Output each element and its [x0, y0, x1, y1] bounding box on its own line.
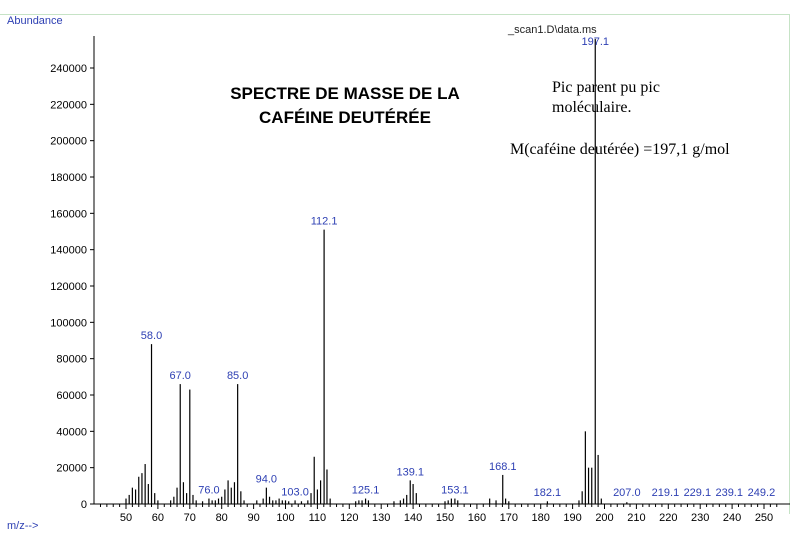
y-tick-label: 180000 — [50, 172, 87, 184]
peak-label: 229.1 — [684, 487, 712, 499]
y-tick-label: 60000 — [56, 390, 87, 402]
chart-title: SPECTRE DE MASSE DE LA CAFÉINE DEUTÉRÉE — [190, 82, 500, 130]
y-tick-label: 0 — [81, 499, 87, 511]
peak-labels: 58.0 67.0 76.0 85.0 94.0 103.0 112.1 125.1 139.1… — [141, 36, 775, 499]
x-tick-label: 150 — [436, 512, 454, 524]
peak-label: 249.2 — [748, 487, 776, 499]
y-tick-label: 100000 — [50, 317, 87, 329]
x-tick-label: 250 — [755, 512, 773, 524]
peak-label: 58.0 — [141, 330, 162, 342]
y-tick-label: 220000 — [50, 99, 87, 111]
y-tick-label: 120000 — [50, 281, 87, 293]
x-tick-label: 130 — [372, 512, 390, 524]
x-tick-label: 140 — [404, 512, 422, 524]
peak-label: 103.0 — [281, 486, 309, 498]
peak-label: 112.1 — [311, 216, 338, 228]
y-tick-label: 20000 — [56, 463, 87, 475]
x-tick-label: 170 — [500, 512, 518, 524]
peak-label: 139.1 — [396, 466, 424, 478]
peak-label: 153.1 — [441, 485, 469, 497]
x-tick-label: 220 — [659, 512, 677, 524]
note-line-2: moléculaire. — [552, 99, 632, 116]
y-tick-label: 160000 — [50, 208, 87, 220]
peak-label: 168.1 — [489, 461, 517, 473]
x-tick-label: 80 — [216, 512, 228, 524]
peak-label: 182.1 — [534, 487, 562, 499]
peak-label: 67.0 — [170, 370, 191, 382]
peak-label: 76.0 — [198, 485, 219, 497]
peak-label: 125.1 — [352, 485, 380, 497]
x-tick-label: 230 — [691, 512, 709, 524]
title-line-1: SPECTRE DE MASSE DE LA — [230, 84, 460, 103]
axes: 20000 40000 60000 80000 100000 120000 140000 16… — [50, 36, 790, 524]
x-tick-label: 110 — [309, 512, 327, 524]
peak-label: 197.1 — [581, 36, 609, 48]
peak-label: 219.1 — [652, 487, 680, 499]
peak-label: 94.0 — [256, 474, 277, 486]
x-tick-label: 240 — [723, 512, 741, 524]
y-tick-label: 140000 — [50, 245, 87, 257]
molar-mass-note: M(caféine deutérée) =197,1 g/mol — [510, 141, 730, 158]
x-tick-label: 100 — [276, 512, 294, 524]
plot-frame — [0, 14, 790, 514]
title-line-2: CAFÉINE DEUTÉRÉE — [259, 108, 431, 127]
x-tick-label: 70 — [184, 512, 196, 524]
peak-bars — [125, 38, 628, 504]
x-axis-title: m/z--> — [7, 520, 39, 532]
x-tick-label: 160 — [468, 512, 486, 524]
x-tick-label: 60 — [152, 512, 164, 524]
x-tick-label: 200 — [595, 512, 613, 524]
x-tick-label: 180 — [532, 512, 550, 524]
x-tick-label: 210 — [627, 512, 645, 524]
x-tick-label: 50 — [120, 512, 132, 524]
peak-label: 85.0 — [227, 370, 248, 382]
y-tick-label: 40000 — [56, 426, 87, 438]
y-axis-title: Abundance — [7, 15, 63, 27]
x-tick-label: 120 — [340, 512, 358, 524]
scan-file-label: _scan1.D\data.ms — [508, 24, 597, 36]
x-tick-label: 90 — [247, 512, 259, 524]
peak-label: 239.1 — [715, 487, 743, 499]
x-tick-label: 190 — [563, 512, 581, 524]
y-tick-label: 80000 — [56, 354, 87, 366]
parent-peak-note: Pic parent pu pic moléculaire. — [552, 78, 660, 118]
y-tick-label: 240000 — [50, 63, 87, 75]
note-line-1: Pic parent pu pic — [552, 79, 660, 96]
y-tick-label: 200000 — [50, 136, 87, 148]
peak-label: 207.0 — [613, 487, 641, 499]
